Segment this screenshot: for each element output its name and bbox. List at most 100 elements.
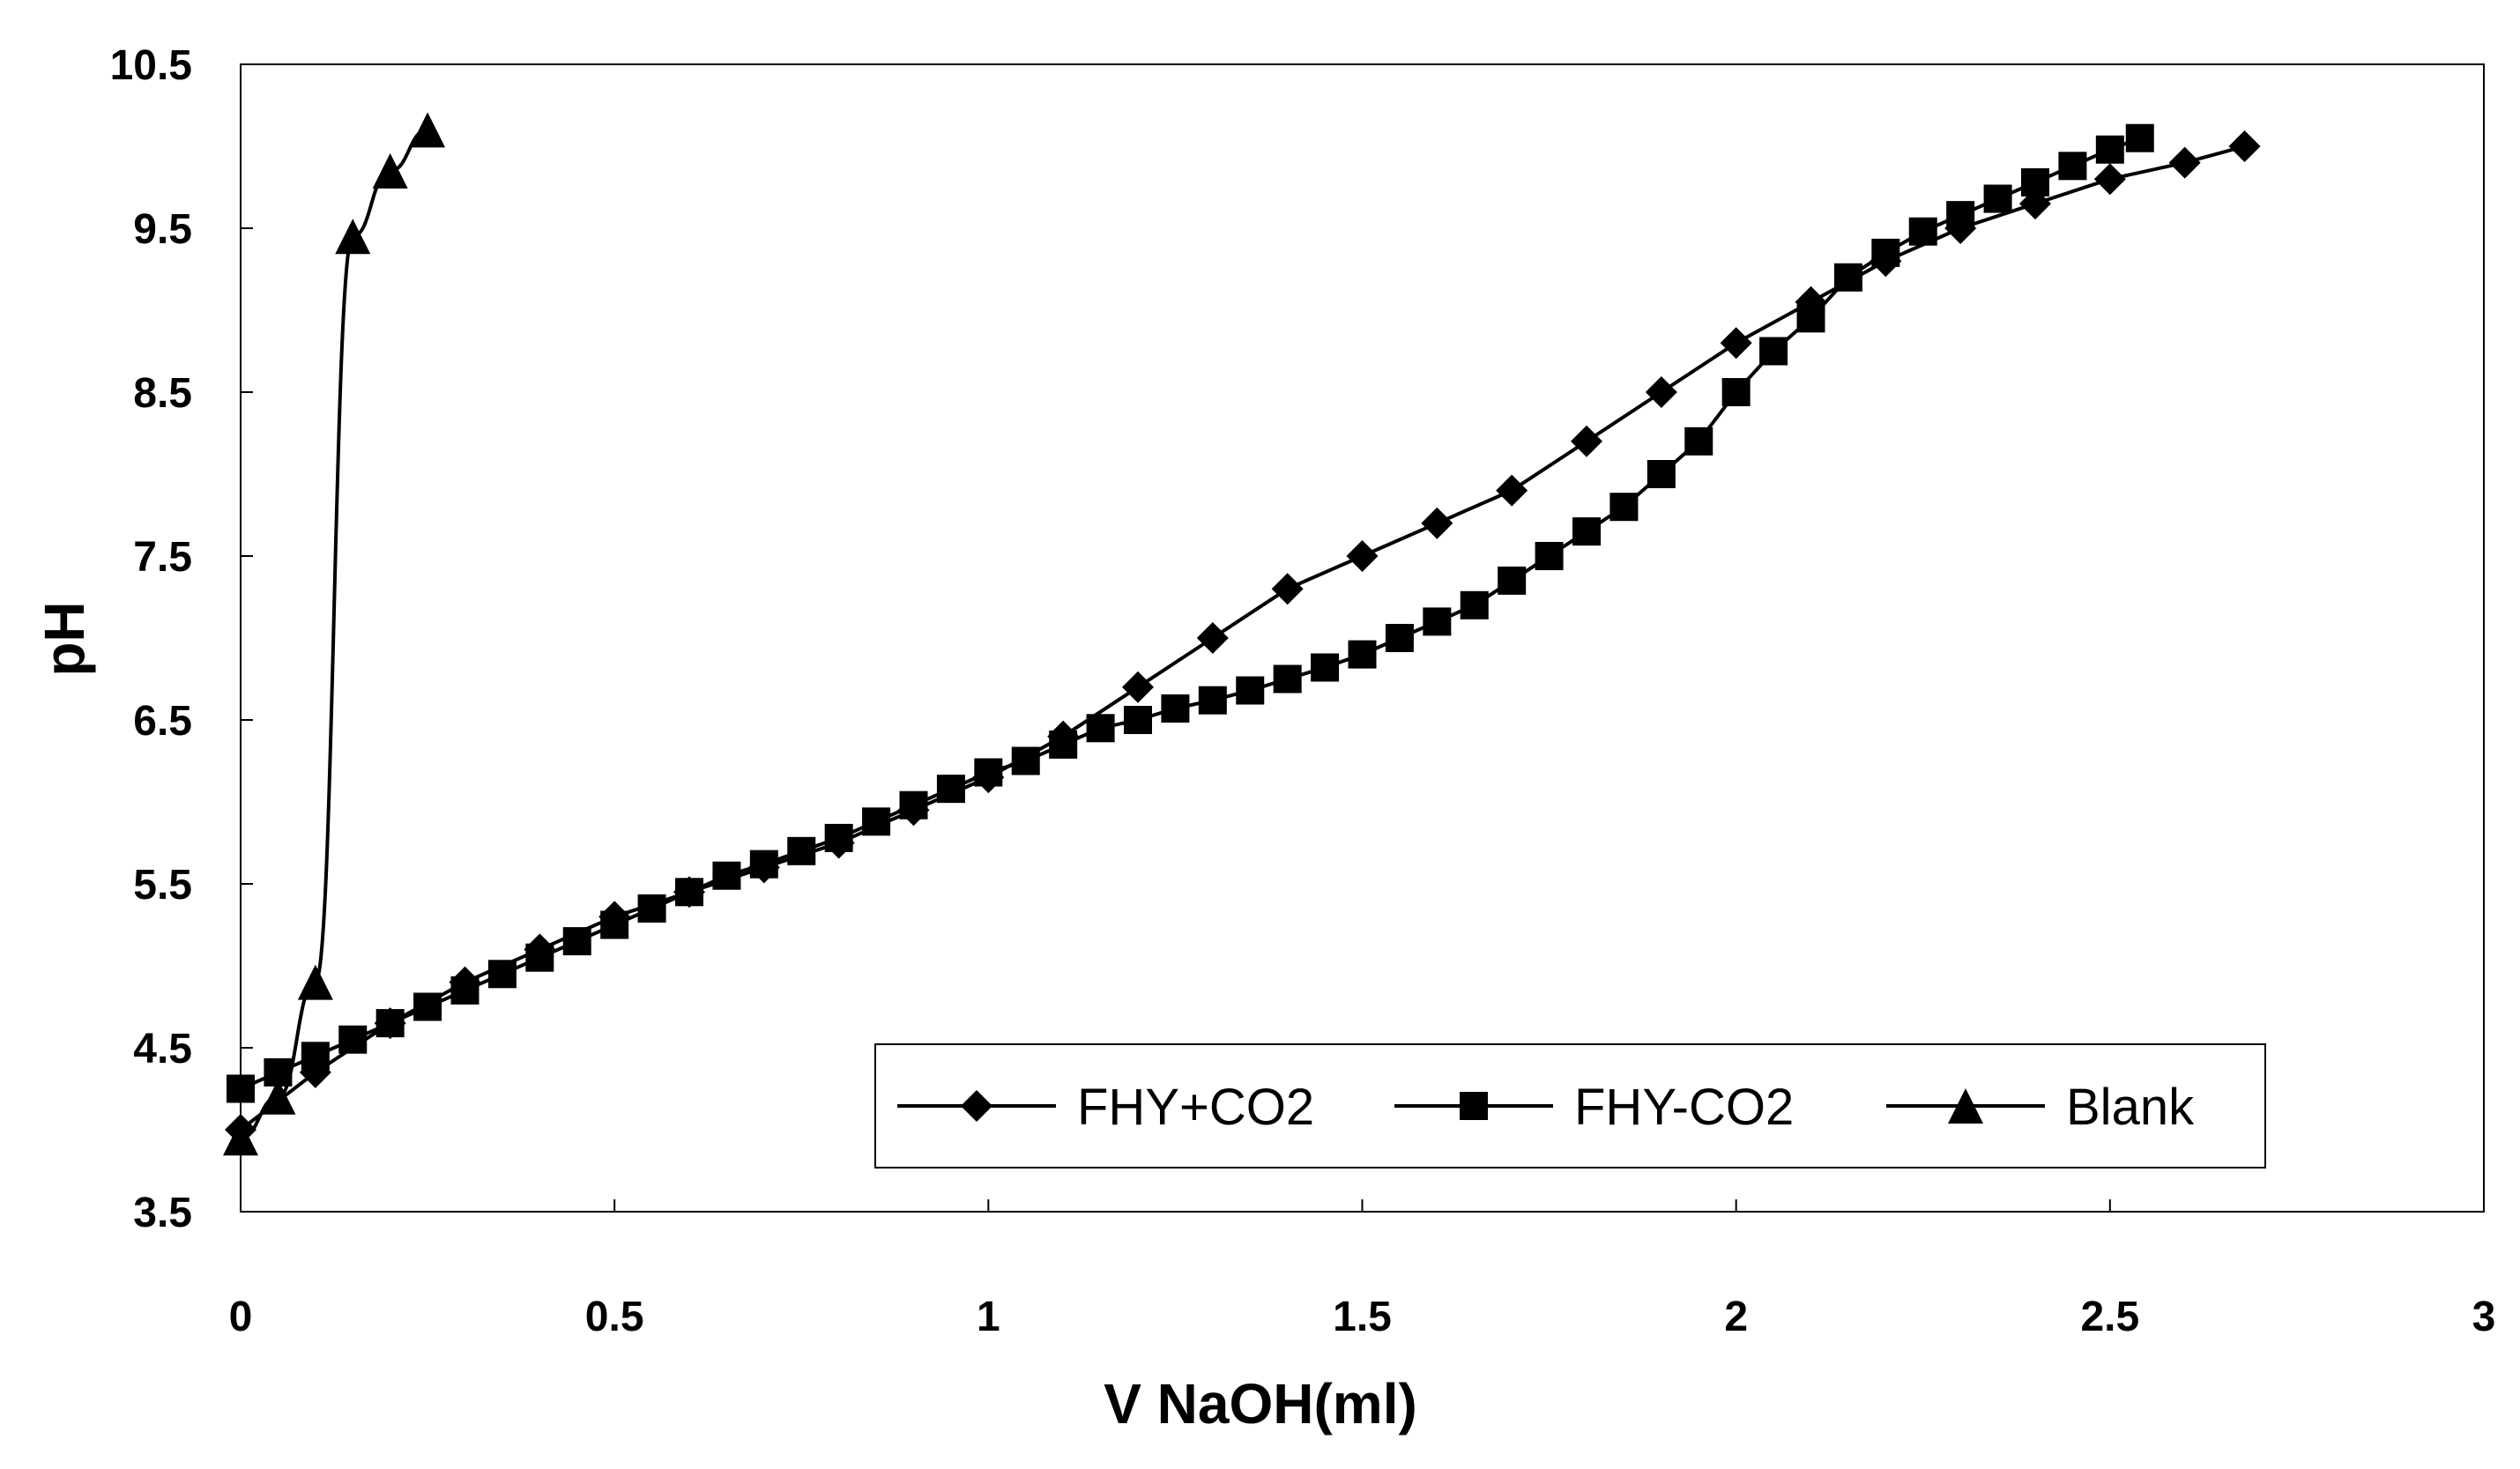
y-tick-label: 10.5 <box>110 42 192 89</box>
data-point <box>1720 327 1752 360</box>
data-point <box>1273 664 1302 694</box>
data-point <box>1236 676 1265 705</box>
data-point <box>1833 263 1862 292</box>
data-point <box>862 807 891 836</box>
series-layer <box>223 112 2261 1156</box>
data-point <box>1908 217 1937 246</box>
data-point <box>1423 607 1452 636</box>
legend-label: FHY+CO2 <box>1077 1079 1314 1136</box>
data-point <box>1498 566 1527 595</box>
data-point <box>1011 746 1040 775</box>
legend-entry: FHY-CO2 <box>1394 1079 1794 1136</box>
y-tick-label: 6.5 <box>133 698 192 745</box>
data-point <box>1759 337 1788 366</box>
y-tick-label: 7.5 <box>133 534 192 581</box>
data-point <box>410 112 446 148</box>
data-point <box>227 1074 255 1103</box>
data-point <box>1198 686 1227 715</box>
x-tick-label: 2.5 <box>2080 1294 2139 1340</box>
data-point <box>1609 493 1639 522</box>
data-point <box>487 960 517 989</box>
data-point <box>375 1009 405 1038</box>
y-tick-label: 9.5 <box>133 206 192 253</box>
data-point <box>974 758 1003 787</box>
data-point <box>712 861 741 890</box>
data-point <box>2021 167 2049 197</box>
data-point <box>1161 694 1190 723</box>
legend-marker <box>1948 1088 1983 1124</box>
data-point <box>450 976 479 1005</box>
data-point <box>1122 671 1154 703</box>
data-point <box>525 943 554 972</box>
x-tick-label: 3 <box>2472 1294 2496 1340</box>
x-tick-label: 0.5 <box>585 1294 644 1340</box>
y-tick-label: 8.5 <box>133 370 192 417</box>
data-point <box>1049 730 1078 759</box>
data-point <box>936 775 965 804</box>
data-point <box>1346 540 1379 572</box>
y-tick-label: 5.5 <box>133 862 192 909</box>
data-point <box>372 152 408 189</box>
x-axis: 0 0.5 1 1.5 2 2.5 3 <box>229 1199 2496 1340</box>
data-point <box>338 1025 368 1054</box>
x-tick-label: 1.5 <box>1333 1294 1392 1340</box>
data-point <box>1348 640 1377 669</box>
y-tick-label: 3.5 <box>133 1190 192 1236</box>
data-point <box>1572 517 1601 546</box>
y-axis-title: pH <box>33 601 96 676</box>
data-point <box>260 1079 296 1115</box>
data-point <box>1460 590 1489 620</box>
legend: FHY+CO2 FHY-CO2 Blank <box>874 1043 2266 1169</box>
x-tick-label: 0 <box>229 1294 253 1340</box>
series-fhy-co2 <box>227 123 2154 1103</box>
x-tick-label: 2 <box>1724 1294 1748 1340</box>
data-point <box>562 927 591 956</box>
data-point <box>1647 460 1676 488</box>
data-point <box>1871 238 1900 267</box>
data-point <box>2125 123 2154 152</box>
data-point <box>1086 714 1115 743</box>
legend-marker <box>1460 1092 1488 1120</box>
data-point <box>749 849 778 879</box>
data-point <box>1946 201 1975 230</box>
data-point <box>1684 427 1713 456</box>
data-point <box>2058 152 2087 181</box>
data-point <box>824 823 853 852</box>
data-point <box>1196 622 1229 654</box>
plot-area <box>240 63 2485 1213</box>
y-tick-label: 4.5 <box>133 1026 192 1072</box>
data-point <box>1271 573 1304 605</box>
series-blank <box>223 112 446 1156</box>
data-point <box>1124 706 1152 734</box>
data-point <box>2093 163 2126 196</box>
legend-marker <box>961 1090 992 1122</box>
legend-label: FHY-CO2 <box>1574 1079 1794 1136</box>
data-point <box>1385 624 1414 652</box>
data-point <box>1721 378 1751 406</box>
data-point <box>1645 376 1677 408</box>
legend-label: Blank <box>2066 1079 2195 1136</box>
data-point <box>675 878 703 907</box>
legend-entry: Blank <box>1886 1079 2195 1136</box>
data-point <box>301 1042 330 1071</box>
data-point <box>413 992 442 1021</box>
data-point <box>787 836 816 865</box>
data-point <box>1796 304 1825 333</box>
data-point <box>1571 425 1602 457</box>
data-point <box>2228 130 2261 162</box>
legend-entry: FHY+CO2 <box>897 1079 1314 1136</box>
series-line <box>240 136 2141 1091</box>
data-point <box>1983 184 2012 213</box>
data-point <box>1311 653 1340 682</box>
data-point <box>223 1120 258 1156</box>
data-point <box>600 910 629 939</box>
y-axis: 3.5 4.5 5.5 6.5 7.5 8.5 9.5 10.5 <box>110 42 253 1236</box>
x-axis-title: V NaOH(ml) <box>1104 1372 1417 1436</box>
x-tick-label: 1 <box>977 1294 1000 1340</box>
data-point <box>637 894 666 923</box>
data-point <box>1535 542 1564 570</box>
data-point <box>1421 507 1453 539</box>
data-point <box>297 964 333 1000</box>
data-point <box>899 790 928 820</box>
